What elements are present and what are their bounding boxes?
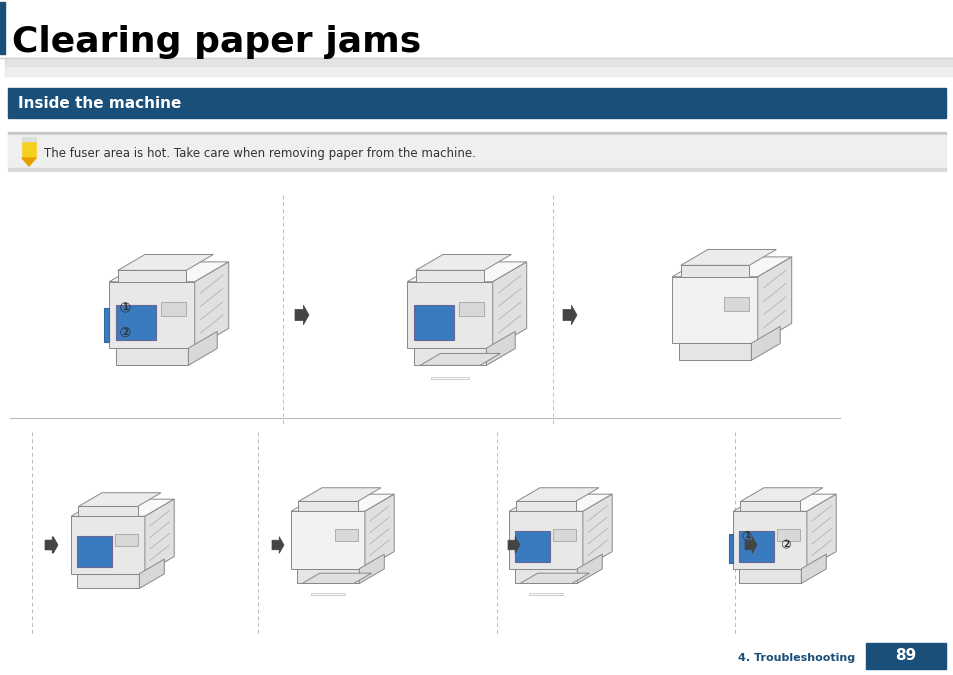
Polygon shape (298, 488, 380, 502)
Bar (22, 140, 36, 158)
Bar (8, 168, 945, 171)
Polygon shape (78, 493, 161, 506)
Polygon shape (740, 502, 799, 511)
Polygon shape (419, 354, 499, 365)
Polygon shape (732, 494, 836, 511)
Polygon shape (22, 158, 36, 166)
Polygon shape (311, 593, 344, 595)
Polygon shape (516, 488, 598, 502)
Text: 2: 2 (782, 539, 789, 549)
Polygon shape (582, 494, 612, 569)
Polygon shape (672, 277, 757, 344)
Text: Inside the machine: Inside the machine (18, 95, 181, 111)
Polygon shape (188, 331, 217, 365)
Bar (8, 88, 945, 118)
Polygon shape (509, 511, 582, 569)
Polygon shape (116, 305, 156, 340)
Text: 89: 89 (895, 649, 916, 664)
Polygon shape (514, 569, 577, 583)
Polygon shape (302, 573, 371, 583)
Polygon shape (416, 271, 484, 281)
Text: The fuser area is hot. Take care when removing paper from the machine.: The fuser area is hot. Take care when re… (44, 146, 476, 159)
Polygon shape (515, 531, 549, 562)
Polygon shape (507, 537, 519, 553)
Bar (5, 58, 953, 76)
Polygon shape (751, 327, 780, 360)
Polygon shape (77, 537, 112, 567)
Polygon shape (732, 511, 806, 569)
Bar (115, 533, 137, 546)
Polygon shape (296, 569, 359, 583)
Polygon shape (516, 502, 575, 511)
Polygon shape (486, 331, 515, 365)
Polygon shape (46, 537, 58, 553)
Text: 1: 1 (122, 303, 129, 312)
Bar (8, 135, 945, 170)
Polygon shape (76, 574, 139, 589)
Bar (22, 137, 36, 141)
Polygon shape (672, 257, 791, 277)
Polygon shape (294, 305, 309, 325)
Polygon shape (519, 573, 589, 583)
Polygon shape (493, 262, 526, 348)
Polygon shape (529, 593, 562, 595)
Polygon shape (728, 534, 732, 563)
Polygon shape (364, 494, 394, 569)
Polygon shape (194, 262, 229, 348)
Polygon shape (45, 537, 57, 553)
Bar (335, 529, 357, 541)
Polygon shape (117, 254, 213, 271)
Polygon shape (407, 262, 526, 281)
Polygon shape (110, 281, 194, 348)
Polygon shape (744, 537, 757, 553)
Bar (8, 132, 945, 135)
Polygon shape (359, 554, 384, 583)
Polygon shape (562, 305, 577, 325)
Text: 1: 1 (743, 531, 749, 541)
Bar (160, 302, 186, 317)
Polygon shape (430, 377, 469, 379)
Polygon shape (680, 250, 776, 265)
Bar (777, 529, 799, 541)
Polygon shape (739, 531, 773, 562)
Text: 2: 2 (122, 327, 129, 337)
Bar (0, 2, 5, 54)
Polygon shape (291, 511, 364, 569)
Polygon shape (78, 506, 137, 516)
Polygon shape (414, 305, 454, 340)
Polygon shape (115, 348, 188, 365)
Polygon shape (407, 281, 493, 348)
Polygon shape (105, 308, 110, 342)
Polygon shape (71, 516, 145, 574)
Polygon shape (414, 348, 486, 365)
Text: 4. Troubleshooting: 4. Troubleshooting (737, 653, 854, 663)
Polygon shape (801, 554, 825, 583)
Polygon shape (577, 554, 601, 583)
Polygon shape (757, 257, 791, 344)
Polygon shape (291, 494, 394, 511)
Polygon shape (117, 271, 186, 281)
Polygon shape (678, 344, 751, 360)
Text: Clearing paper jams: Clearing paper jams (12, 25, 421, 59)
Polygon shape (139, 559, 164, 589)
Polygon shape (509, 494, 612, 511)
Polygon shape (71, 499, 174, 516)
Bar (865, 643, 945, 669)
Bar (722, 297, 748, 311)
Polygon shape (298, 502, 357, 511)
Bar (553, 529, 575, 541)
Polygon shape (416, 254, 511, 271)
Polygon shape (145, 499, 174, 574)
Bar (5, 58, 953, 66)
Polygon shape (680, 265, 748, 277)
Bar (458, 302, 484, 317)
Polygon shape (110, 262, 229, 281)
Polygon shape (806, 494, 836, 569)
Polygon shape (738, 569, 801, 583)
Polygon shape (740, 488, 822, 502)
Polygon shape (272, 537, 284, 553)
